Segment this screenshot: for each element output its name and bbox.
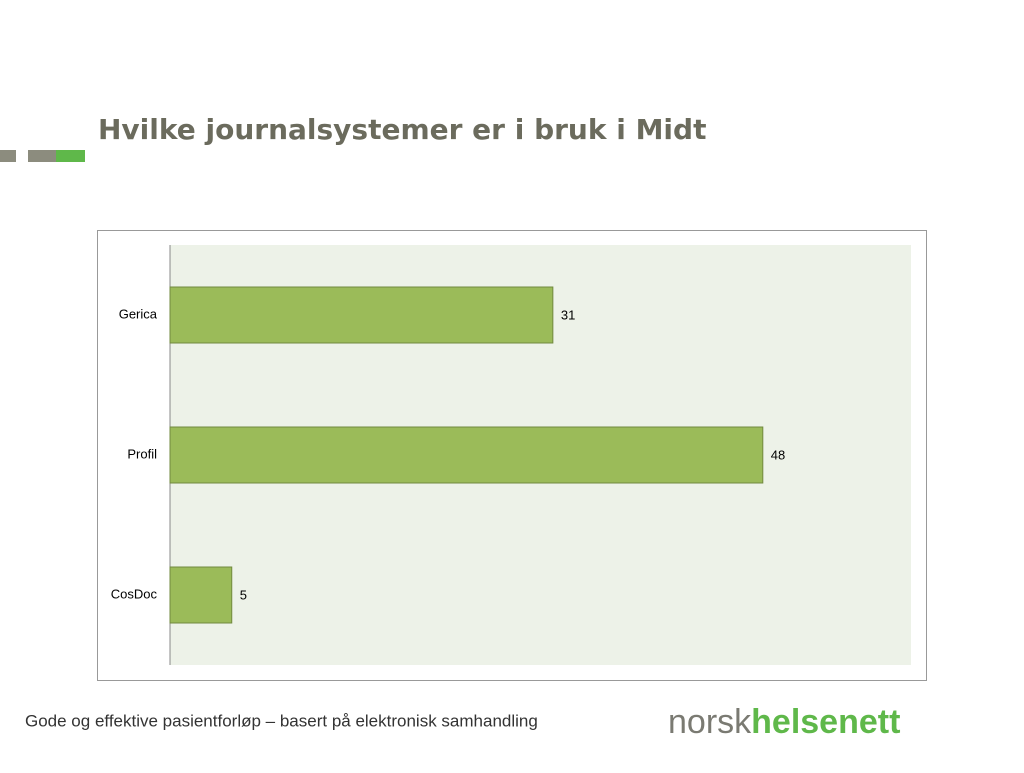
bar (169, 566, 233, 624)
category-label: Profil (127, 446, 157, 461)
footer: Gode og effektive pasientforløp – basert… (25, 711, 538, 730)
logo-part: norsk (668, 703, 752, 741)
logo-part: helsenett (751, 703, 900, 741)
decor-square (0, 150, 16, 162)
value-label: 31 (561, 307, 575, 322)
category-label: CosDoc (111, 586, 158, 601)
bar (169, 426, 764, 484)
value-label: 48 (771, 447, 785, 462)
bar (169, 286, 554, 344)
logo: norskhelsenett (668, 703, 900, 741)
decor-square (56, 150, 85, 162)
category-label: Gerica (119, 306, 158, 321)
decor-square (28, 150, 56, 162)
slide-title: Hvilke journalsystemer er i bruk i Midt (98, 113, 706, 146)
value-label: 5 (240, 587, 247, 602)
